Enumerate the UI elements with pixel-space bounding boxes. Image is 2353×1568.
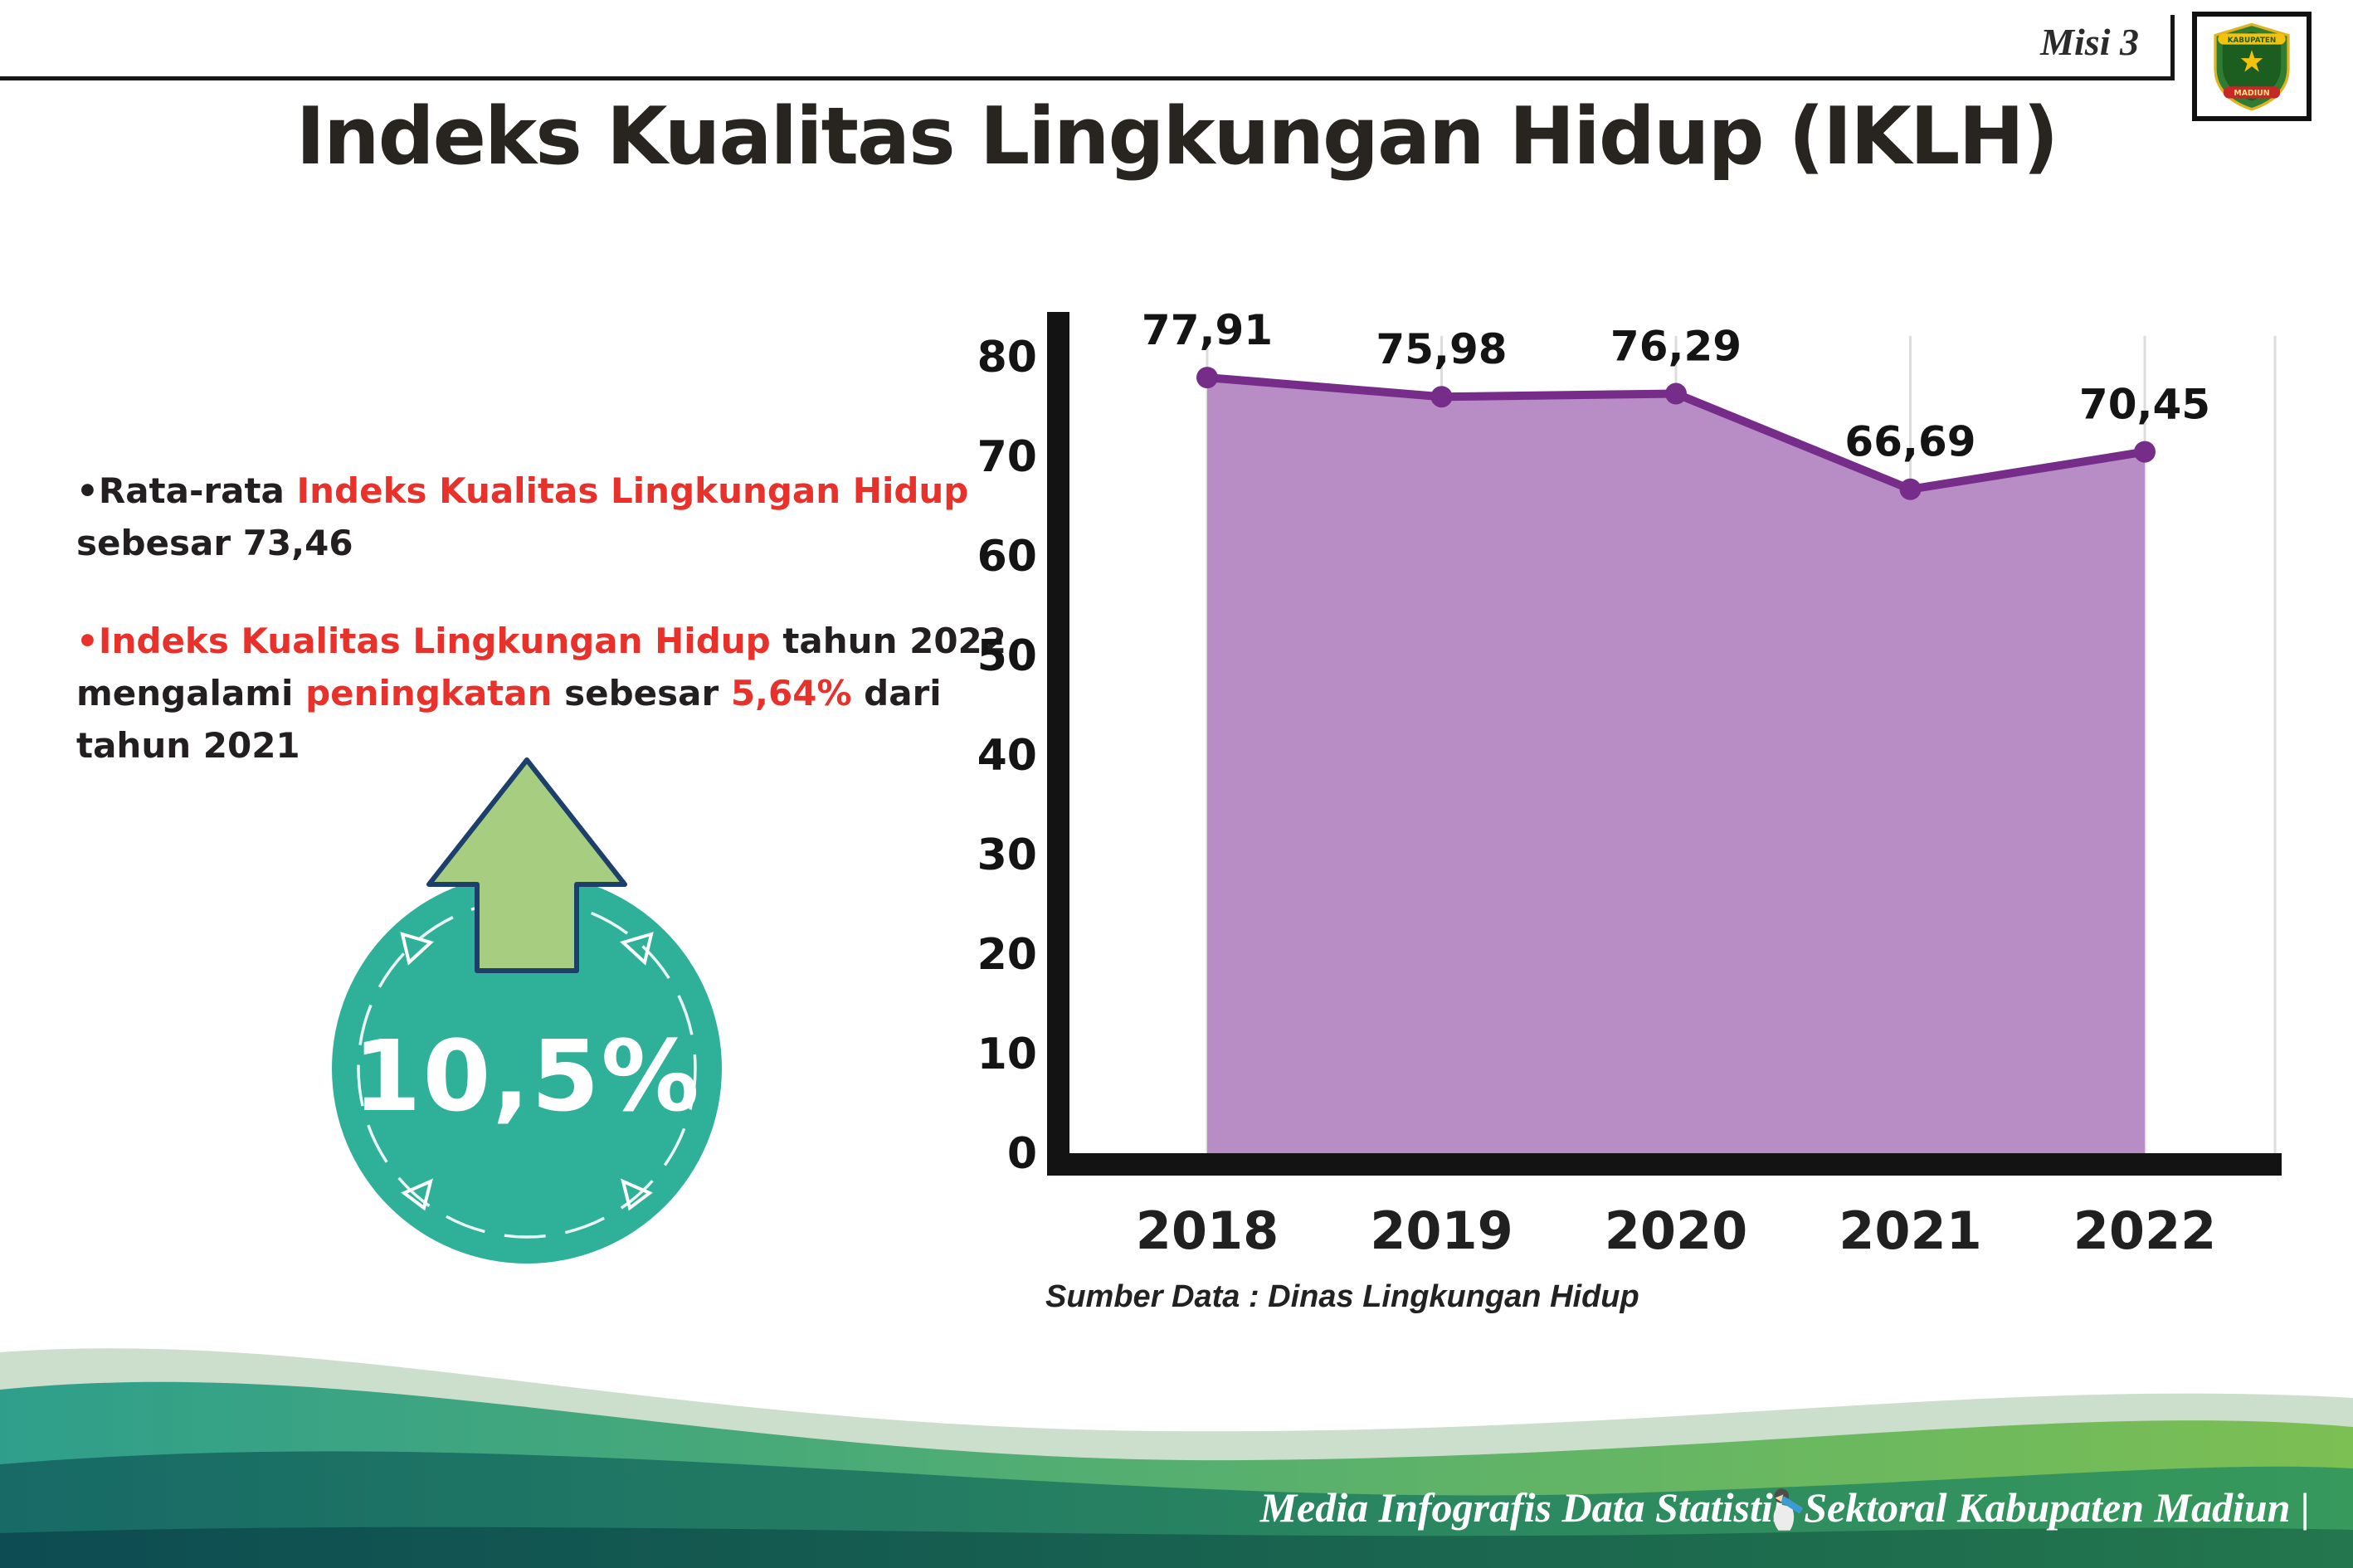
bullet-marker: • (76, 470, 99, 511)
bullet-text-segment: Indeks Kualitas Lingkungan Hidup (296, 470, 969, 511)
x-tick-label: 2021 (1839, 1200, 1982, 1261)
up-arrow-icon (426, 757, 627, 973)
data-label: 66,69 (1844, 418, 1975, 466)
bullet-text-segment: 5,64% (730, 673, 852, 713)
kabupaten-madiun-logo: KABUPATEN MADIUN (2192, 12, 2312, 121)
badge-circle (332, 874, 722, 1264)
data-point (1196, 367, 1218, 389)
data-label: 70,45 (2079, 381, 2210, 429)
logo-bottom-banner (2223, 86, 2281, 99)
increase-badge-graphic (332, 757, 722, 1264)
footer-waves: Media Infografis Data Statistik Sektoral… (0, 1319, 2353, 1568)
mascot-icon (1773, 1488, 1803, 1531)
data-point (1899, 478, 1922, 500)
header-corner-rule (2170, 15, 2175, 80)
x-tick-label: 2020 (1605, 1200, 1748, 1261)
x-tick-label: 2018 (1136, 1200, 1279, 1261)
x-tick-label: 2022 (2073, 1200, 2217, 1261)
page-title: Indeks Kualitas Lingkungan Hidup (IKLH) (295, 91, 2059, 183)
data-point (1430, 386, 1453, 408)
bullet-text-segment: Rata-rata (98, 470, 297, 511)
bullet-average-iklh: •Rata-rata Indeks Kualitas Lingkungan Hi… (76, 465, 1022, 569)
summary-bullets: •Rata-rata Indeks Kualitas Lingkungan Hi… (76, 465, 1022, 772)
y-tick-label: 50 (979, 631, 1037, 681)
bullet-text-segment: tahun 2022 mengalami (76, 621, 1006, 713)
y-tick-label: 80 (979, 333, 1037, 382)
y-tick-label: 40 (979, 731, 1037, 781)
y-tick-label: 30 (979, 830, 1037, 880)
area-fill (1207, 377, 2145, 1153)
x-tick-label: 2019 (1370, 1200, 1513, 1261)
mascot-pencil (1780, 1496, 1803, 1514)
badge-tick-icon (401, 1178, 433, 1211)
source-note: Sumber Data : Dinas Lingkungan Hidup (1045, 1279, 1639, 1314)
y-tick-label: 70 (979, 432, 1037, 482)
y-tick-label: 20 (979, 930, 1037, 980)
iklh-chart-svg: Sumber Data : Dinas Lingkungan Hidup 0 10… (977, 306, 2282, 1314)
bullet-increase-iklh: •Indeks Kualitas Lingkungan Hidup tahun … (76, 615, 1022, 772)
mascot-pencil-tip (1774, 1494, 1784, 1502)
data-point (1665, 382, 1687, 405)
y-axis-bar (1047, 312, 1069, 1176)
footer-caption: Media Infografis Data Statistik Sektoral… (1260, 1483, 2310, 1531)
bullet-marker: • (76, 621, 99, 661)
y-tick-label: 0 (1007, 1129, 1037, 1179)
badge-tick-icon (620, 932, 654, 966)
bullet-text-segment: sebesar (552, 673, 731, 713)
data-point (2134, 441, 2156, 463)
increase-percentage: 10,5% (353, 1019, 701, 1133)
logo-top-banner (2218, 33, 2286, 45)
data-label: 77,91 (1142, 306, 1273, 354)
iklh-chart: Sumber Data : Dinas Lingkungan Hidup 0 10… (977, 290, 2307, 1327)
bullet-text-segment: Indeks Kualitas Lingkungan Hidup (98, 621, 771, 661)
y-tick-label: 60 (979, 532, 1037, 582)
header-rule (0, 76, 2174, 80)
y-tick-label: 10 (979, 1030, 1037, 1079)
footer-waves-graphic (0, 1348, 2353, 1568)
logo-bottom-text: MADIUN (2234, 89, 2269, 98)
logo-crest-icon: KABUPATEN MADIUN (2214, 22, 2290, 111)
logo-top-text: KABUPATEN (2228, 37, 2277, 45)
logo-shield-inner (2222, 32, 2282, 101)
data-label: 75,98 (1376, 325, 1507, 373)
badge-tick-icon (400, 932, 434, 966)
mascot-body (1773, 1504, 1794, 1531)
x-axis-bar (1047, 1153, 2282, 1176)
badge-ring (357, 898, 697, 1239)
misi-label: Misi 3 (2040, 21, 2139, 63)
bullet-text-segment: peningkatan (305, 673, 553, 713)
data-label: 76,29 (1610, 323, 1742, 371)
bullet-text-segment: dari tahun 2021 (76, 673, 942, 766)
bullet-text-segment: sebesar 73,46 (76, 523, 353, 563)
badge-tick-icon (621, 1178, 653, 1211)
increase-badge: 10,5% (278, 745, 776, 1293)
footer-wave-dark (0, 1527, 2353, 1568)
